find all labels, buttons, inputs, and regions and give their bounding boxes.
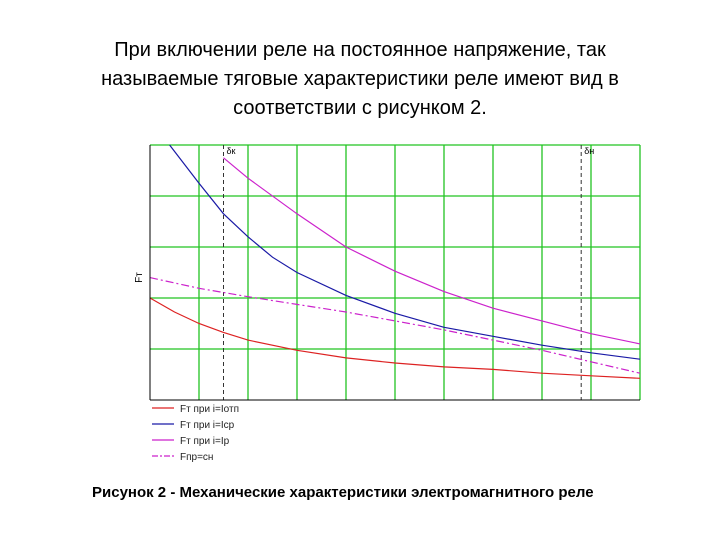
title-line-1: При включении реле на постоянное напряже… (114, 39, 606, 61)
legend-label-1: Fт при i=Iср (180, 420, 235, 431)
series-line-1 (169, 144, 641, 360)
marker-label-1: δн (584, 146, 594, 156)
title-line-2: называемые тяговые характеристики реле и… (101, 68, 619, 90)
markers: δк δн (223, 145, 594, 400)
series-line-0 (149, 297, 641, 379)
series-line-2 (223, 157, 641, 345)
figure-caption: Рисунок 2 - Механические характеристики … (92, 484, 594, 501)
marker-label-0: δк (227, 146, 236, 156)
slide-title: При включении реле на постоянное напряже… (20, 36, 700, 123)
title-line-3: соответствии с рисунком 2. (233, 97, 487, 119)
axes: Fт (134, 145, 640, 401)
legend-label-3: Fпр=сн (180, 452, 213, 463)
legend: Fт при i=Iотп Fт при i=Iср Fт при i=Iр Fпр=… (152, 404, 239, 463)
series-line-3 (149, 277, 641, 374)
y-axis-label: Fт (134, 272, 145, 283)
grid (150, 144, 641, 400)
series (149, 144, 641, 379)
legend-label-0: Fт при i=Iотп (180, 404, 239, 415)
legend-label-2: Fт при i=Iр (180, 436, 230, 447)
